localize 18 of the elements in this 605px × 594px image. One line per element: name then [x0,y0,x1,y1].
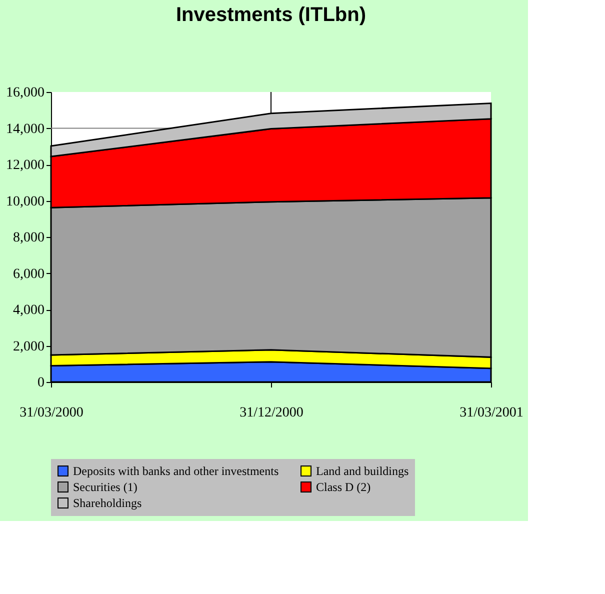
legend-label: Deposits with banks and other investments [73,464,279,478]
x-tick-label: 31/12/2000 [240,406,304,420]
x-tick-label: 31/03/2000 [20,406,84,420]
y-tick-label: 8,000 [13,230,44,246]
legend-label: Land and buildings [316,464,409,478]
legend-label: Class D (2) [316,480,371,494]
y-tick-label: 10,000 [6,194,44,210]
y-tick-label: 2,000 [13,339,44,354]
y-tick-label: 16,000 [6,86,44,100]
y-tick-label: 4,000 [13,303,44,318]
y-tick-label: 14,000 [6,122,44,137]
y-tick-label: 0 [38,376,44,390]
chart-title: Investments (ITLbn) [176,4,366,26]
x-tick-label: 31/03/2001 [460,406,524,420]
y-tick-label: 12,000 [6,158,44,173]
y-tick-label: 6,000 [13,266,44,282]
legend-label: Shareholdings [73,496,142,510]
legend-label: Securities (1) [73,480,138,494]
